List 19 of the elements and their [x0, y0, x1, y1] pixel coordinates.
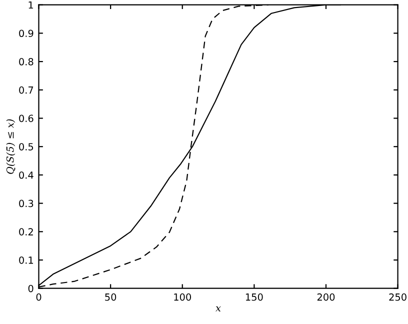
x-tick-label: 250: [389, 293, 406, 301]
x-tick-label: 200: [317, 293, 335, 301]
y-tick-label: 0.9: [19, 30, 34, 38]
y-tick-label: 0.2: [19, 228, 33, 236]
y-tick-label: 0.7: [19, 86, 34, 94]
y-tick-label: 0.6: [19, 114, 34, 122]
y-tick-label: 0.3: [19, 200, 34, 208]
x-tick-label: 100: [174, 293, 192, 301]
x-axis-title: x: [216, 306, 221, 312]
y-axis-title: Q(S(5̄) ≤ x): [6, 119, 16, 174]
y-tick-label: 1: [28, 1, 33, 9]
x-tick-label: 50: [105, 293, 116, 301]
x-tick-label: 150: [246, 293, 263, 301]
y-tick-label: 0: [28, 284, 34, 292]
x-tick-label: 0: [36, 293, 42, 301]
y-tick-label: 0.5: [19, 143, 34, 150]
y-tick-label: 0.1: [19, 256, 33, 264]
y-tick-label: 0.4: [19, 171, 34, 179]
y-tick-label: 0.8: [19, 58, 34, 66]
